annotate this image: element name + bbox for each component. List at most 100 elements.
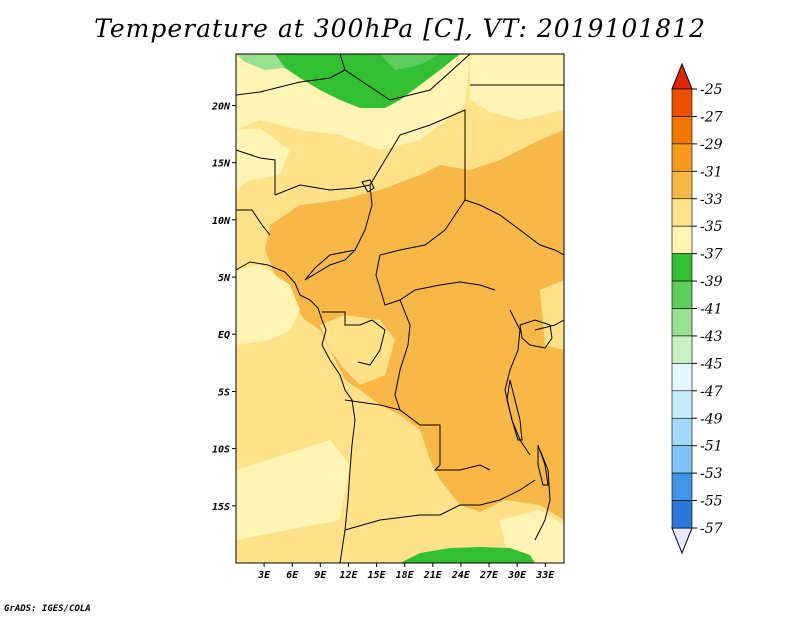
lon-label: 6E <box>286 570 299 581</box>
border-angola-south <box>344 514 440 531</box>
colorbar-segment <box>671 225 693 254</box>
border-gabon <box>322 311 373 326</box>
border-libya <box>339 53 471 101</box>
colorbar-label: -49 <box>700 411 723 427</box>
colorbar-label: -39 <box>700 274 723 290</box>
lon-label: 21E <box>423 570 443 581</box>
lat-label: 5S <box>218 387 230 398</box>
field-33-west-sahel <box>236 128 290 190</box>
border-chad-east <box>369 109 466 256</box>
colorbar-segment <box>671 88 693 117</box>
colorbar-segment <box>671 363 693 392</box>
border-nigeria-niger <box>274 184 371 196</box>
border-east-africa <box>534 319 565 331</box>
field-33-se <box>500 510 564 563</box>
border-algeria <box>235 69 346 96</box>
border-sudan-south <box>464 199 565 256</box>
field-31-sw <box>380 405 460 520</box>
latitude-axis: 20N 15N 10N 5N EQ 5S 10S 15S <box>211 101 236 513</box>
colorbar-label: -55 <box>700 494 723 510</box>
colorbar-label: -43 <box>700 329 723 345</box>
lat-label: 10S <box>212 445 230 456</box>
west-africa-coastline <box>235 261 356 564</box>
border-sahel-west <box>235 149 276 195</box>
field-37-north <box>275 54 460 108</box>
lat-label: 10N <box>212 216 231 227</box>
colorbar-segment <box>671 335 693 364</box>
lon-label: 9E <box>314 570 327 581</box>
lat-label: 15N <box>212 159 231 170</box>
coastlines-and-borders <box>235 53 565 564</box>
colorbar-segment <box>671 280 693 309</box>
border-drc-north <box>394 299 411 411</box>
border-mozambique <box>534 449 551 541</box>
colorbar-label: -45 <box>700 356 723 372</box>
lake-victoria <box>519 319 553 349</box>
field-35-north-edge <box>236 54 285 70</box>
colorbar-bottom-arrow <box>671 527 693 555</box>
colorbar-label: -29 <box>700 137 723 153</box>
border-east-lakes <box>504 309 531 456</box>
lon-label: 33E <box>535 570 555 581</box>
lake-chad <box>361 179 375 193</box>
colorbar-segment <box>671 143 693 172</box>
colorbar-label: -57 <box>700 521 723 537</box>
lake-malawi <box>537 444 549 486</box>
colorbar-label: -35 <box>700 219 723 235</box>
lon-label: 12E <box>339 570 358 581</box>
colorbar-label: -47 <box>700 384 723 400</box>
colorbar-segment <box>671 500 693 529</box>
border-mali <box>236 209 271 236</box>
colorbar-labels: -25 -27 -29 -31 -33 -35 -37 -39 -41 -43 -45 -47 -49 -… <box>692 82 723 537</box>
border-zambia <box>439 479 536 516</box>
colorbar-segment <box>671 198 693 227</box>
colorbar-segment <box>671 390 693 419</box>
lat-label: 5N <box>218 273 231 284</box>
grads-credit: GrADS: IGES/COLA <box>4 604 91 614</box>
lon-label: 27E <box>479 570 499 581</box>
lake-tanganyika <box>506 379 523 441</box>
lon-label: 15E <box>368 570 387 581</box>
lon-label: 24E <box>451 570 471 581</box>
colorbar-label: -31 <box>700 164 723 180</box>
lon-label: 18E <box>396 570 415 581</box>
field-31-gabon <box>320 315 395 385</box>
colorbar <box>671 62 693 555</box>
map-frame <box>235 53 565 564</box>
field-33-sudan <box>470 54 564 120</box>
border-car-north <box>375 254 496 306</box>
colorbar-label: -25 <box>700 82 723 98</box>
lon-label: 30E <box>507 570 527 581</box>
temperature-field <box>236 54 564 563</box>
lat-label: EQ <box>218 330 230 341</box>
colorbar-label: -41 <box>700 302 723 318</box>
colorbar-segment <box>671 116 693 145</box>
border-nigeria-cameroon <box>304 249 356 281</box>
colorbar-label: -37 <box>700 247 723 263</box>
colorbar-segment <box>671 445 693 474</box>
border-angola-north <box>344 399 491 471</box>
longitude-axis: 3E 6E 9E 12E 15E 18E 21E 24E 27E 30E 33E <box>257 563 555 581</box>
field-33-south <box>236 440 350 540</box>
lon-label: 3E <box>257 570 271 581</box>
colorbar-label: -27 <box>700 109 723 125</box>
colorbar-label: -33 <box>700 192 723 208</box>
border-congo <box>357 319 386 366</box>
field-31-kenya <box>540 280 564 350</box>
colorbar-segment <box>671 417 693 446</box>
lakes <box>361 179 553 486</box>
colorbar-segment <box>671 308 693 337</box>
lat-label: 20N <box>211 101 231 112</box>
field-29-central <box>265 130 564 520</box>
colorbar-segment <box>671 253 693 282</box>
field-33-atlantic-north <box>236 265 300 345</box>
colorbar-segment <box>671 472 693 501</box>
colorbar-label: -51 <box>700 439 723 455</box>
field-39-north <box>380 54 440 70</box>
chart-title: Temperature at 300hPa [C], VT: 201910181… <box>94 14 706 43</box>
field-37-south <box>400 547 535 563</box>
lat-label: 15S <box>212 502 230 513</box>
colorbar-segment <box>671 171 693 200</box>
colorbar-label: -53 <box>700 466 723 482</box>
